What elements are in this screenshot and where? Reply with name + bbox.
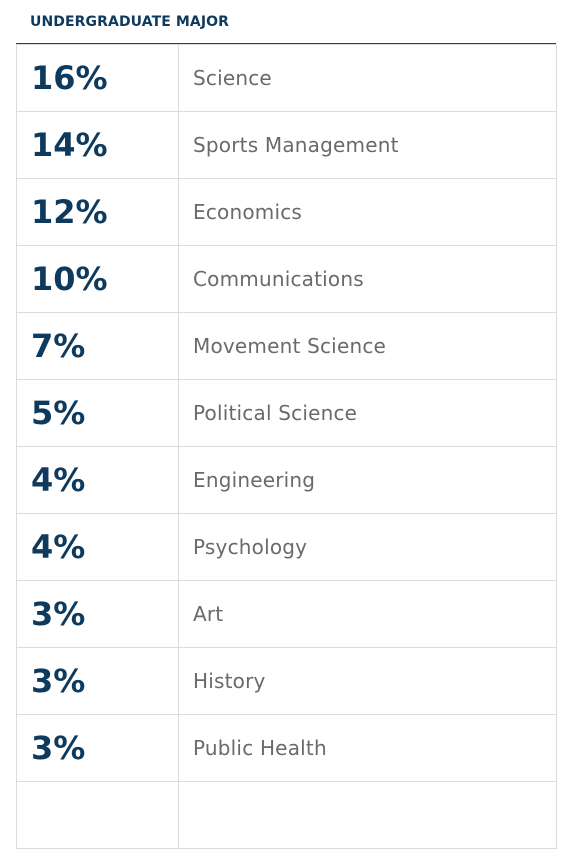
empty-cell <box>178 781 557 849</box>
table-heading: UNDERGRADUATE MAJOR <box>16 0 556 44</box>
major-table: 16% Science 14% Sports Management 12% Economi… <box>16 44 557 849</box>
table-row: 3% Public Health <box>16 714 557 782</box>
major-name-cell: Public Health <box>178 714 557 782</box>
percent-cell: 12% <box>16 178 179 246</box>
percent-cell: 3% <box>16 580 179 648</box>
major-name-cell: Science <box>178 44 557 112</box>
major-name-cell: Engineering <box>178 446 557 514</box>
percent-cell: 5% <box>16 379 179 447</box>
major-name-cell: Art <box>178 580 557 648</box>
percent-cell: 16% <box>16 44 179 112</box>
table-row: 4% Psychology <box>16 513 557 581</box>
percent-cell: 4% <box>16 446 179 514</box>
major-name-cell: Economics <box>178 178 557 246</box>
major-table-body: 16% Science 14% Sports Management 12% Economi… <box>16 44 557 849</box>
table-row: 3% History <box>16 647 557 715</box>
table-row: 7% Movement Science <box>16 312 557 380</box>
major-name-cell: Movement Science <box>178 312 557 380</box>
percent-cell: 14% <box>16 111 179 179</box>
percent-cell: 3% <box>16 647 179 715</box>
empty-cell <box>16 781 179 849</box>
major-name-cell: Communications <box>178 245 557 313</box>
percent-cell: 7% <box>16 312 179 380</box>
table-row-empty <box>16 781 557 849</box>
table-row: 14% Sports Management <box>16 111 557 179</box>
table-row: 5% Political Science <box>16 379 557 447</box>
table-row: 3% Art <box>16 580 557 648</box>
percent-cell: 3% <box>16 714 179 782</box>
major-name-cell: Psychology <box>178 513 557 581</box>
major-table-widget: UNDERGRADUATE MAJOR 16% Science 14% Sports … <box>16 0 557 849</box>
percent-cell: 10% <box>16 245 179 313</box>
table-row: 4% Engineering <box>16 446 557 514</box>
major-name-cell: Sports Management <box>178 111 557 179</box>
table-row: 16% Science <box>16 44 557 112</box>
percent-cell: 4% <box>16 513 179 581</box>
table-row: 10% Communications <box>16 245 557 313</box>
table-row: 12% Economics <box>16 178 557 246</box>
major-name-cell: Political Science <box>178 379 557 447</box>
major-name-cell: History <box>178 647 557 715</box>
